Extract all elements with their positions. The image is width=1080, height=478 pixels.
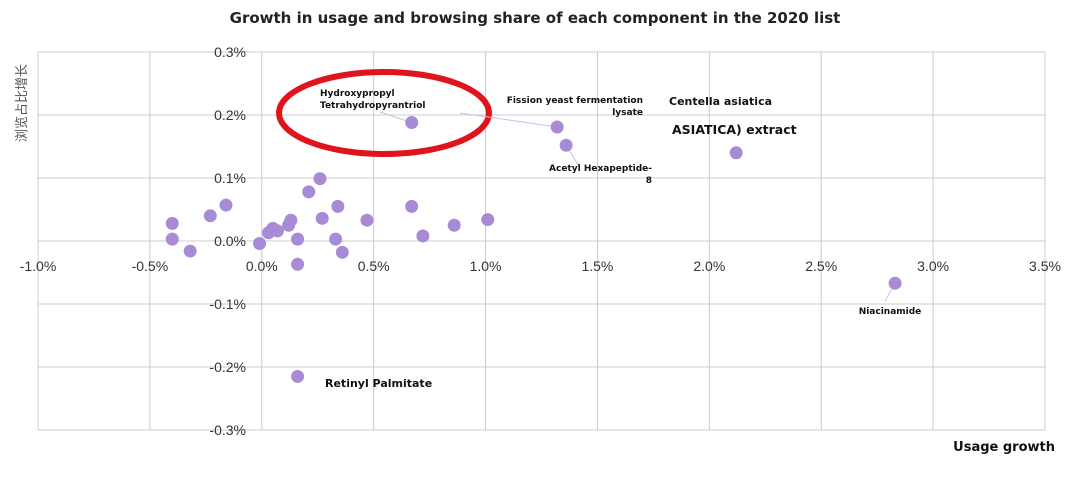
data-point	[253, 237, 267, 251]
y-tick-label: -0.1%	[209, 296, 246, 312]
data-point	[888, 276, 902, 290]
data-point	[447, 218, 461, 232]
data-points	[165, 116, 902, 383]
y-tick-labels: 0.3% 0.2% 0.1% 0.0% -0.1% -0.2% -0.3%	[209, 44, 246, 438]
annotation-label: ASIATICA) extract	[672, 122, 797, 137]
data-point	[183, 244, 197, 258]
data-point	[329, 232, 343, 246]
data-point	[291, 369, 305, 383]
x-tick-label: 3.5%	[1029, 258, 1061, 274]
annotation-label: Retinyl Palmitate	[325, 377, 432, 390]
x-tick-label: -0.5%	[132, 258, 169, 274]
data-point	[291, 232, 305, 246]
chart-title: Growth in usage and browsing share of ea…	[230, 9, 841, 27]
y-tick-label: 0.0%	[214, 233, 246, 249]
data-point	[284, 213, 298, 227]
data-point	[550, 120, 564, 134]
x-tick-label: 0.5%	[358, 258, 390, 274]
data-point	[729, 146, 743, 160]
annotation-label: Hydroxypropyl Tetrahydropyrantriol	[320, 89, 426, 111]
data-point	[559, 138, 573, 152]
annotation-label: Niacinamide	[859, 307, 922, 317]
y-tick-label: 0.2%	[214, 107, 246, 123]
x-tick-label: 1.0%	[470, 258, 502, 274]
x-tick-label: 3.0%	[917, 258, 949, 274]
x-tick-label: 2.0%	[693, 258, 725, 274]
x-tick-labels: -1.0% -0.5% 0.0% 0.5% 1.0% 1.5% 2.0% 2.5% 3.0% 3.…	[20, 258, 1061, 274]
highlight-layer	[276, 69, 492, 157]
x-tick-label: 2.5%	[805, 258, 837, 274]
point-annotations: Hydroxypropyl Tetrahydropyrantriol Fission…	[320, 89, 921, 390]
annotation-label: Centella asiatica	[669, 95, 772, 108]
annotation-label: Fission yeast fermentation lysate	[507, 96, 643, 118]
data-point	[291, 257, 305, 271]
data-point	[302, 185, 316, 199]
x-tick-label: 0.0%	[246, 258, 278, 274]
data-point	[203, 209, 217, 223]
data-point	[405, 116, 419, 130]
data-point	[481, 213, 495, 227]
y-tick-label: -0.3%	[209, 422, 246, 438]
x-tick-label: 1.5%	[581, 258, 613, 274]
highlight-ellipse	[276, 69, 492, 157]
data-point	[270, 224, 284, 238]
grid	[37, 51, 1046, 431]
data-point	[416, 229, 430, 243]
data-point	[313, 172, 327, 186]
data-point	[315, 211, 329, 225]
data-point	[335, 245, 349, 259]
data-point	[405, 199, 419, 213]
y-axis-label: 浏览占比增长	[14, 64, 30, 142]
annotation-label: Acetyl Hexapeptide-8	[549, 164, 652, 186]
y-tick-label: -0.2%	[209, 359, 246, 375]
data-point	[219, 198, 233, 212]
x-tick-label: -1.0%	[20, 258, 57, 274]
data-point	[331, 199, 345, 213]
y-tick-label: 0.1%	[214, 170, 246, 186]
data-point	[165, 216, 179, 230]
y-tick-label: 0.3%	[214, 44, 246, 60]
x-axis-label: Usage growth	[953, 440, 1055, 455]
leader-line	[459, 112, 558, 128]
data-point	[165, 232, 179, 246]
data-point	[360, 213, 374, 227]
